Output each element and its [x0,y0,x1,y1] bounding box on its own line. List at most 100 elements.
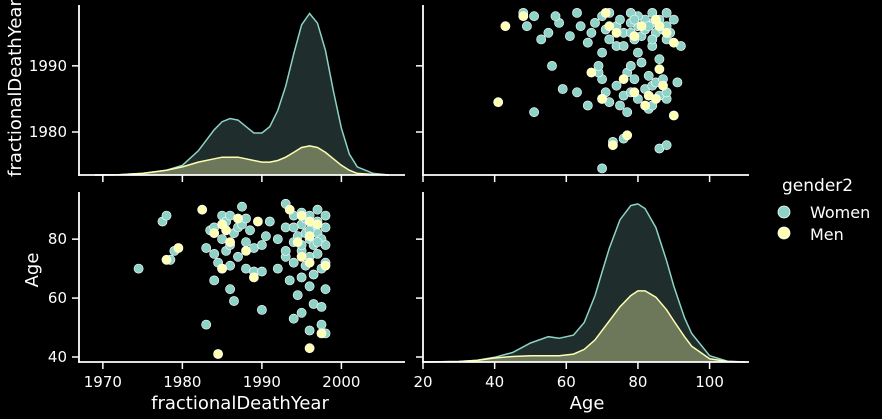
scatter-point-age-vs-year-women [292,290,303,300]
y-tick-label-age-80: 80 [48,230,67,248]
scatter-point-age-vs-year-women [288,257,299,268]
scatter-point-age-vs-year-men [161,254,172,265]
legend-label-men: Men [810,225,844,244]
scatter-point-year-vs-age-men [640,100,650,111]
scatter-point-age-vs-year-women [260,231,271,242]
scatter-point-age-vs-year-women [308,269,319,280]
x-tick-label-year-1990: 1990 [243,373,281,391]
scatter-point-year-vs-age-women [661,140,672,151]
scatter-point-year-vs-age-women [593,61,604,71]
y-tick-label-year-1990: 1990 [29,57,67,75]
scatter-point-year-vs-age-women [590,17,600,28]
scatter-point-age-vs-year-women [288,313,299,324]
scatter-point-age-vs-year-men [316,328,327,339]
scatter-point-year-vs-age-women [572,87,582,98]
y-tick-label-age-60: 60 [48,289,67,307]
x-tick-label-age-60: 60 [557,373,576,391]
scatter-point-year-vs-age-men [629,31,640,41]
scatter-point-year-vs-age-women [597,47,607,58]
legend-item-men: Men [777,225,844,244]
scatter-point-age-vs-year-men [209,228,220,239]
scatter-point-year-vs-age-women [575,21,586,32]
scatter-point-age-vs-year-women [320,284,331,295]
scatter-point-year-vs-age-men [518,11,529,22]
scatter-point-age-vs-year-men [252,216,263,227]
scatter-point-year-vs-age-women [565,31,575,41]
x-tick-label-year-2000: 2000 [322,373,360,391]
x-axis-label-right: Age [570,393,605,414]
scatter-point-year-vs-age-men [586,67,597,78]
scatter-point-year-vs-age-men [661,27,672,38]
scatter-point-year-vs-age-women [633,47,643,58]
scatter-point-year-vs-age-women [629,14,640,25]
scatter-point-age-vs-year-men [296,210,307,221]
x-tick-label-year-1980: 1980 [163,373,201,391]
scatter-point-year-vs-age-women [597,163,607,174]
y-axis-label-bottom: Age [22,253,43,288]
scatter-point-age-vs-year-women [241,237,251,247]
scatter-point-year-vs-age-women [629,74,640,84]
legend-label-women: Women [810,203,870,222]
scatter-point-year-vs-age-men [654,64,665,75]
scatter-point-year-vs-age-women [557,84,568,94]
kde-line-age-men [422,290,746,363]
scatter-point-year-vs-age-men [618,74,629,84]
scatter-point-age-vs-year-women [312,248,323,259]
scatter-point-year-vs-age-women [647,34,658,45]
scatter-point-age-vs-year-women [209,275,220,286]
scatter-point-age-vs-year-men [225,237,235,247]
kde-line-year-men [94,145,390,176]
scatter-point-year-vs-age-women [550,11,561,22]
scatter-point-year-vs-age-men [493,97,504,108]
scatter-point-age-vs-year-men [304,231,315,242]
scatter-point-age-vs-year-men [197,204,208,215]
scatter-point-age-vs-year-women [229,296,239,306]
scatter-point-year-vs-age-women [547,61,557,71]
scatter-point-age-vs-year-women [264,216,275,227]
scatter-point-age-vs-year-women [272,263,283,274]
scatter-point-age-vs-year-men [173,243,184,253]
legend: gender2 Women Men [777,176,870,244]
scatter-point-age-vs-year-men [296,251,307,262]
scatter-point-age-vs-year-women [312,237,323,247]
scatter-point-year-vs-age-women [622,107,633,118]
scatter-point-year-vs-age-women [661,7,672,18]
scatter-point-year-vs-age-women [543,27,554,38]
scatter-point-year-vs-age-women [522,21,532,32]
y-tick-label-age-40: 40 [48,348,67,366]
scatter-point-age-vs-year-women [304,281,315,292]
scatter-point-year-vs-age-men [636,21,647,32]
scatter-point-year-vs-age-men [500,21,511,32]
scatter-point-year-vs-age-women [654,54,665,65]
scatter-point-year-vs-age-men [629,87,640,98]
scatter-point-age-vs-year-women [233,251,243,262]
scatter-point-year-vs-age-men [668,37,679,48]
scatter-point-year-vs-age-men [643,90,654,101]
scatter-point-age-vs-year-men [213,349,223,359]
scatter-point-year-vs-age-women [582,37,593,48]
scatter-point-year-vs-age-women [586,27,597,38]
scatter-point-age-vs-year-women [320,210,331,221]
y-axis-label-top: fractionalDeathYear [5,0,26,177]
scatter-point-year-vs-age-women [582,100,593,111]
scatter-point-age-vs-year-women [280,245,291,256]
scatter-point-age-vs-year-women [296,272,307,283]
scatter-point-age-vs-year-women [245,225,255,236]
scatter-point-age-vs-year-women [256,304,267,315]
scatter-point-age-vs-year-men [320,260,331,271]
scatter-point-age-vs-year-women [256,240,267,250]
scatter-point-year-vs-age-men [604,21,615,32]
scatter-point-age-vs-year-women [316,319,327,330]
scatter-point-year-vs-age-women [529,11,539,22]
scatter-point-year-vs-age-women [625,61,636,71]
y-tick-label-year-1980: 1980 [29,123,67,141]
x-tick-label-age-100: 100 [695,373,724,391]
scatter-point-year-vs-age-women [636,57,647,68]
kde-fill-year-women [94,13,390,175]
scatter-point-year-vs-age-women [618,41,629,51]
kde-line-age-women [422,203,746,363]
scatter-point-age-vs-year-women [304,325,315,336]
scatter-point-year-vs-age-women [536,34,547,45]
kde-fill-age-women [423,203,746,362]
